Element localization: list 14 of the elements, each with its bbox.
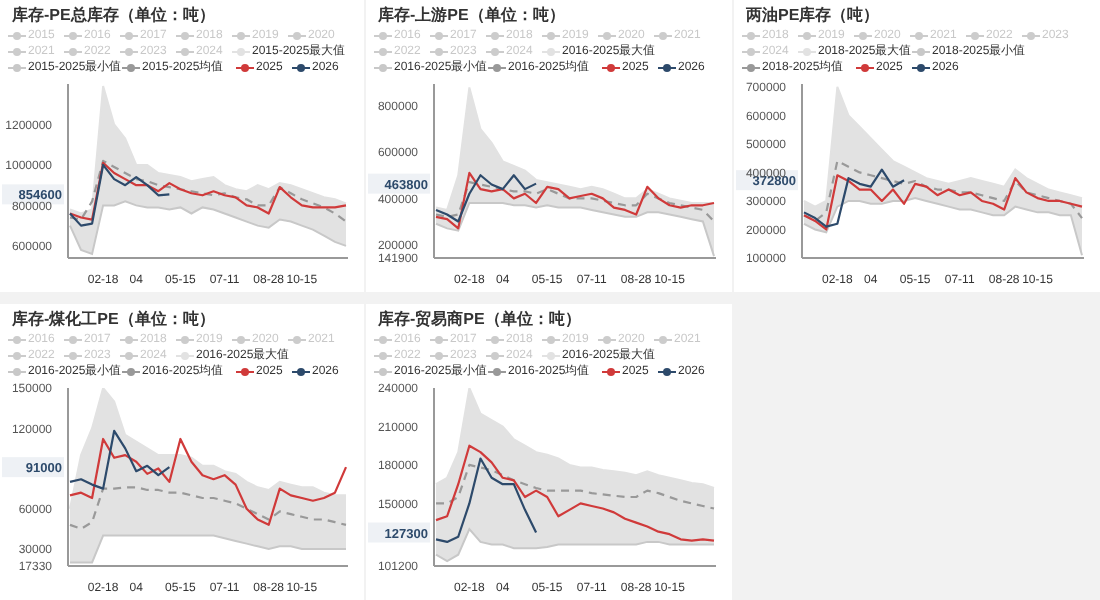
chart-title: 库存-煤化工PE（单位：吨） xyxy=(10,308,217,332)
line-series xyxy=(434,457,538,543)
line-series xyxy=(68,437,348,526)
line-series xyxy=(802,174,1084,231)
chart-title: 库存-PE总库存（单位：吨） xyxy=(10,4,217,28)
line-series xyxy=(802,168,906,228)
chart-title: 库存-上游PE（单位：吨） xyxy=(376,4,567,28)
line-series xyxy=(68,163,171,227)
line-series xyxy=(434,174,538,223)
chart-title: 两油PE库存（吨） xyxy=(744,4,882,28)
line-series xyxy=(434,444,716,542)
line-series xyxy=(434,171,716,230)
line-series xyxy=(68,429,171,490)
chart-title: 库存-贸易商PE（单位：吨） xyxy=(376,308,583,332)
